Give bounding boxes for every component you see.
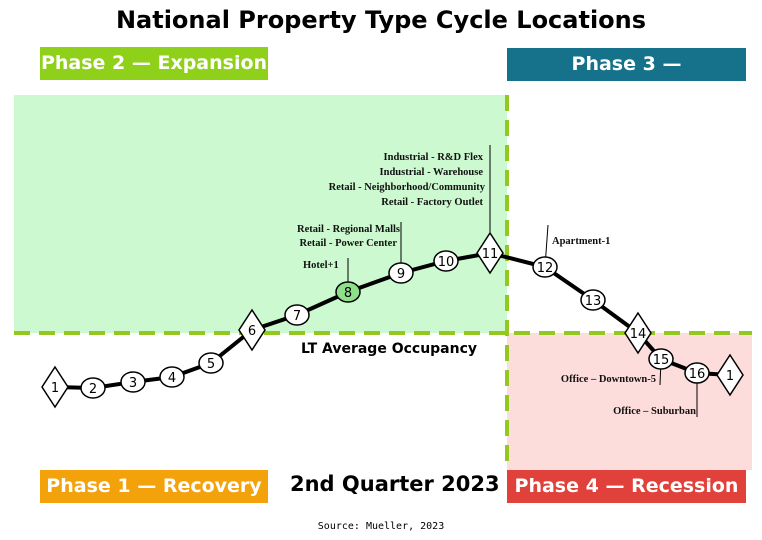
cycle-point-1: 1 xyxy=(41,365,69,409)
cycle-point-label: 2 xyxy=(89,382,97,397)
cycle-point-label: 16 xyxy=(689,367,706,382)
annotation-power-center: Retail - Power Center xyxy=(300,238,398,249)
circle-marker xyxy=(159,366,185,388)
circle-marker xyxy=(388,262,414,284)
cycle-point-label: 6 xyxy=(248,324,256,339)
circle-marker xyxy=(198,352,224,374)
cycle-point-8: 8 xyxy=(335,281,361,303)
diamond-marker xyxy=(238,308,266,352)
recession-region xyxy=(507,333,752,470)
circle-marker xyxy=(335,281,361,303)
cycle-point-14: 14 xyxy=(624,311,652,355)
diamond-marker xyxy=(624,311,652,355)
phase-4-banner: Phase 4 — Recession xyxy=(507,470,746,503)
cycle-point-label: 5 xyxy=(207,357,215,372)
expansion-region xyxy=(14,95,507,333)
cycle-point-label: 4 xyxy=(168,371,176,386)
annotation-hotel: Hotel+1 xyxy=(303,260,339,271)
cycle-point-12: 12 xyxy=(532,256,558,278)
circle-marker xyxy=(648,348,674,370)
quarter-label: 2nd Quarter 2023 xyxy=(290,472,500,496)
phase-3-banner: Phase 3 — Hypersupply xyxy=(507,48,746,108)
cycle-point-label: 3 xyxy=(129,376,137,391)
cycle-point-label: 12 xyxy=(537,261,554,276)
annotation-apartment: Apartment-1 xyxy=(552,236,610,247)
cycle-point-label: 10 xyxy=(438,255,455,270)
cycle-point-label: 11 xyxy=(482,247,499,262)
cycle-point-7: 7 xyxy=(284,304,310,326)
cycle-point-label: 7 xyxy=(293,309,301,324)
cycle-point-9: 9 xyxy=(388,262,414,284)
annotation-regional-malls: Retail - Regional Malls xyxy=(297,224,400,235)
page-title: National Property Type Cycle Locations xyxy=(115,6,647,34)
diamond-marker xyxy=(476,231,504,275)
cycle-point-2: 2 xyxy=(80,377,106,399)
cycle-point-3: 3 xyxy=(120,371,146,393)
cycle-point-label: 14 xyxy=(630,327,647,342)
cycle-point-5: 5 xyxy=(198,352,224,374)
lt-average-label: LT Average Occupancy xyxy=(301,341,477,357)
annotation-office-suburban: Office – Suburban xyxy=(613,406,696,417)
diamond-marker xyxy=(41,365,69,409)
source-note: Source: Mueller, 2023 xyxy=(317,521,445,532)
phase-1-banner: Phase 1 — Recovery xyxy=(40,470,268,503)
cycle-point-4: 4 xyxy=(159,366,185,388)
cycle-point-6: 6 xyxy=(238,308,266,352)
cycle-point-label: 9 xyxy=(397,267,405,282)
circle-marker xyxy=(284,304,310,326)
annotation-rd-flex: Industrial - R&D Flex xyxy=(384,152,484,163)
diamond-marker xyxy=(716,353,744,397)
cycle-point-15: 15 xyxy=(648,348,674,370)
cycle-point-10: 10 xyxy=(433,250,459,272)
annotation-office-downtown: Office – Downtown-5 xyxy=(561,374,656,385)
cycle-point-16: 16 xyxy=(684,362,710,384)
circle-marker xyxy=(532,256,558,278)
circle-marker xyxy=(433,250,459,272)
cycle-point-label: 1 xyxy=(51,381,59,396)
cycle-point-label: 15 xyxy=(653,353,670,368)
cycle-point-label: 8 xyxy=(344,286,352,301)
phase-2-banner: Phase 2 — Expansion xyxy=(40,47,268,80)
circle-marker xyxy=(120,371,146,393)
circle-marker xyxy=(580,289,606,311)
circle-marker xyxy=(80,377,106,399)
circle-marker xyxy=(684,362,710,384)
cycle-point-13: 13 xyxy=(580,289,606,311)
cycle-point-11: 11 xyxy=(476,231,504,275)
cycle-point-label: 13 xyxy=(585,294,602,309)
cycle-point-label: 1 xyxy=(726,369,734,384)
annotation-neighborhood: Retail - Neighborhood/Community xyxy=(329,182,486,193)
annotation-factory-outlet: Retail - Factory Outlet xyxy=(381,197,483,208)
annotation-warehouse: Industrial - Warehouse xyxy=(380,167,484,178)
cycle-point-1: 1 xyxy=(716,353,744,397)
